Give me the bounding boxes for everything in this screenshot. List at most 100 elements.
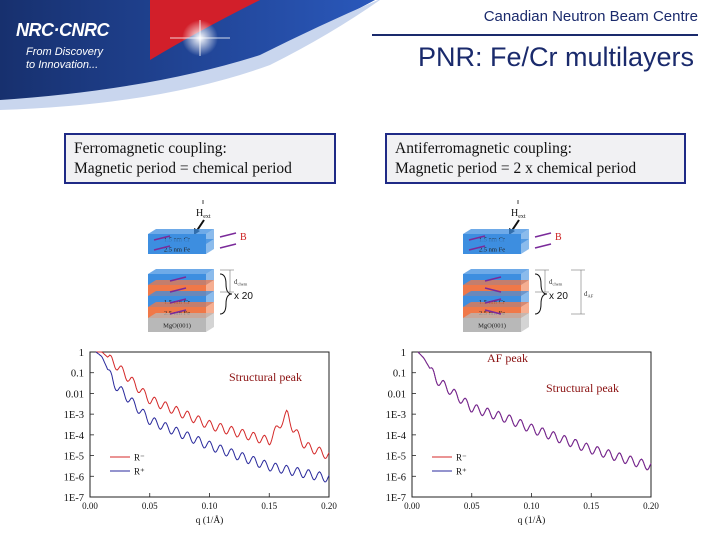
antiferromagnetic-reflectivity-chart: 1 0.1 0.01 1E-3 1E-4 1E-5 1E-6 1E-70.00 0.05 0.10… xyxy=(386,348,660,526)
y-tick-label: 1E-7 xyxy=(386,493,406,504)
b-arrow-inner-1 xyxy=(153,235,171,241)
y-tick-label: 1E-6 xyxy=(64,472,84,483)
legend-label-r-plus: R⁺ xyxy=(134,467,145,477)
y-tick-label: 0.01 xyxy=(66,389,84,400)
repeat-bracket xyxy=(534,273,548,315)
x-tick-label: 0.10 xyxy=(524,501,540,511)
box-line-2: Magnetic period = 2 x chemical period xyxy=(395,160,637,177)
b-arrow-2 xyxy=(219,243,237,249)
dchem-label: dchem xyxy=(234,278,248,287)
box-line-1: Antiferromagnetic coupling: xyxy=(395,140,572,157)
y-tick-label: 1E-5 xyxy=(64,452,84,463)
x-tick-label: 0.15 xyxy=(583,501,599,511)
fe-layer-top-label: 2.5 nm Fe xyxy=(479,247,505,254)
m-arrow-2 xyxy=(169,298,187,304)
fe-layer-top-side xyxy=(206,239,214,254)
series-r-plus xyxy=(417,351,652,471)
fe-layer-a-top xyxy=(463,280,529,285)
b-label: B xyxy=(555,232,562,243)
substrate-top xyxy=(463,313,529,318)
fe-layer-top-side xyxy=(521,239,529,254)
fe-layer-top xyxy=(148,244,206,254)
legend-label-r-plus: R⁺ xyxy=(456,467,467,477)
substrate-side xyxy=(521,313,529,332)
m-arrow-1 xyxy=(484,287,502,293)
cr-layer-top-top xyxy=(148,229,214,234)
nrc-logo: NRC·CNRC xyxy=(16,20,110,40)
b-arrow-1 xyxy=(219,232,237,238)
structural-peak-label: Structural peak xyxy=(229,370,302,384)
fe-layer-b-top xyxy=(463,302,529,307)
b-arrow-inner-1 xyxy=(468,235,486,241)
h-ext-label: Hext xyxy=(196,208,211,220)
ferromagnetic-reflectivity-chart: 1 0.1 0.01 1E-3 1E-4 1E-5 1E-6 1E-70.00 0.05 0.10… xyxy=(64,348,338,526)
antiferromagnetic-layer-diagram: Hext1.5 nm Cr2.5 nm FeB1.5 nm Cr2.5 nm F… xyxy=(463,200,594,332)
legend-label-r-minus: R⁻ xyxy=(456,453,467,463)
substrate-label: MgO(001) xyxy=(163,323,191,330)
centre-name: Canadian Neutron Beam Centre xyxy=(483,8,698,25)
fe-layer-top-top xyxy=(148,239,214,244)
substrate xyxy=(463,318,521,332)
box-line-2: Magnetic period = chemical period xyxy=(74,160,292,177)
structural-peak-label: Structural peak xyxy=(546,381,619,395)
y-tick-label: 1E-4 xyxy=(64,431,85,442)
b-arrow-inner-2 xyxy=(153,245,171,251)
slide-title: PNR: Fe/Cr multilayers xyxy=(417,42,694,72)
b-arrow-2 xyxy=(534,243,552,249)
legend-box xyxy=(104,449,148,479)
header-rule xyxy=(372,34,698,36)
legend-box xyxy=(426,449,470,479)
y-tick-label: 1E-5 xyxy=(386,452,406,463)
fe-layer-top-label: 2.5 nm Fe xyxy=(164,247,190,254)
repeat-label: x 20 xyxy=(234,291,253,302)
cr-layer-a-top xyxy=(148,269,214,274)
b-label: B xyxy=(240,232,247,243)
dchem-label: dchem xyxy=(549,278,563,287)
ferromagnetic-layer-diagram: Hext1.5 nm Cr2.5 nm FeB1.5 nm Cr2.5 nm F… xyxy=(148,200,253,332)
m-arrow-0 xyxy=(169,276,187,282)
y-tick-label: 1E-7 xyxy=(64,493,84,504)
y-tick-label: 1 xyxy=(79,348,84,359)
x-axis-label: q (1/Å) xyxy=(518,514,546,526)
repeat-bracket xyxy=(219,273,233,315)
nrc-banner xyxy=(0,0,380,110)
fe-layer-a-top xyxy=(148,280,214,285)
y-tick-label: 0.1 xyxy=(71,369,84,380)
cr-layer-top-top xyxy=(463,229,529,234)
repeat-label: x 20 xyxy=(549,291,568,302)
x-tick-label: 0.05 xyxy=(142,501,158,511)
h-ext-label: Hext xyxy=(511,208,526,220)
x-tick-label: 0.00 xyxy=(404,501,420,511)
m-arrow-0 xyxy=(484,276,502,282)
b-arrow-1 xyxy=(534,232,552,238)
x-tick-label: 0.20 xyxy=(643,501,659,511)
series-r-plus xyxy=(95,351,330,483)
fe-layer-b-top xyxy=(148,302,214,307)
x-tick-label: 0.05 xyxy=(464,501,480,511)
b-arrow-inner-2 xyxy=(468,245,486,251)
x-axis-label: q (1/Å) xyxy=(196,514,224,526)
cr-layer-b-top xyxy=(463,291,529,296)
y-tick-label: 0.1 xyxy=(393,369,406,380)
tagline: From Discovery to Innovation... xyxy=(26,46,104,71)
legend-label-r-minus: R⁻ xyxy=(134,453,145,463)
antiferromagnetic-box: Antiferromagnetic coupling: Magnetic per… xyxy=(385,133,686,184)
cr-layer-b-top xyxy=(148,291,214,296)
series-r-minus xyxy=(96,351,330,459)
y-tick-label: 1E-3 xyxy=(64,410,84,421)
cr-layer-a-top xyxy=(463,269,529,274)
ferromagnetic-box: Ferromagnetic coupling: Magnetic period … xyxy=(64,133,336,184)
x-tick-label: 0.20 xyxy=(321,501,337,511)
y-tick-label: 1E-3 xyxy=(386,410,406,421)
x-tick-label: 0.15 xyxy=(261,501,277,511)
box-line-1: Ferromagnetic coupling: xyxy=(74,140,227,157)
fe-layer-top xyxy=(463,244,521,254)
x-tick-label: 0.00 xyxy=(82,501,98,511)
fe-layer-top-top xyxy=(463,239,529,244)
y-tick-label: 1 xyxy=(401,348,406,359)
m-arrow-3 xyxy=(484,309,502,315)
y-tick-label: 0.01 xyxy=(388,389,406,400)
x-tick-label: 0.10 xyxy=(202,501,218,511)
substrate xyxy=(148,318,206,332)
m-arrow-3 xyxy=(169,309,187,315)
